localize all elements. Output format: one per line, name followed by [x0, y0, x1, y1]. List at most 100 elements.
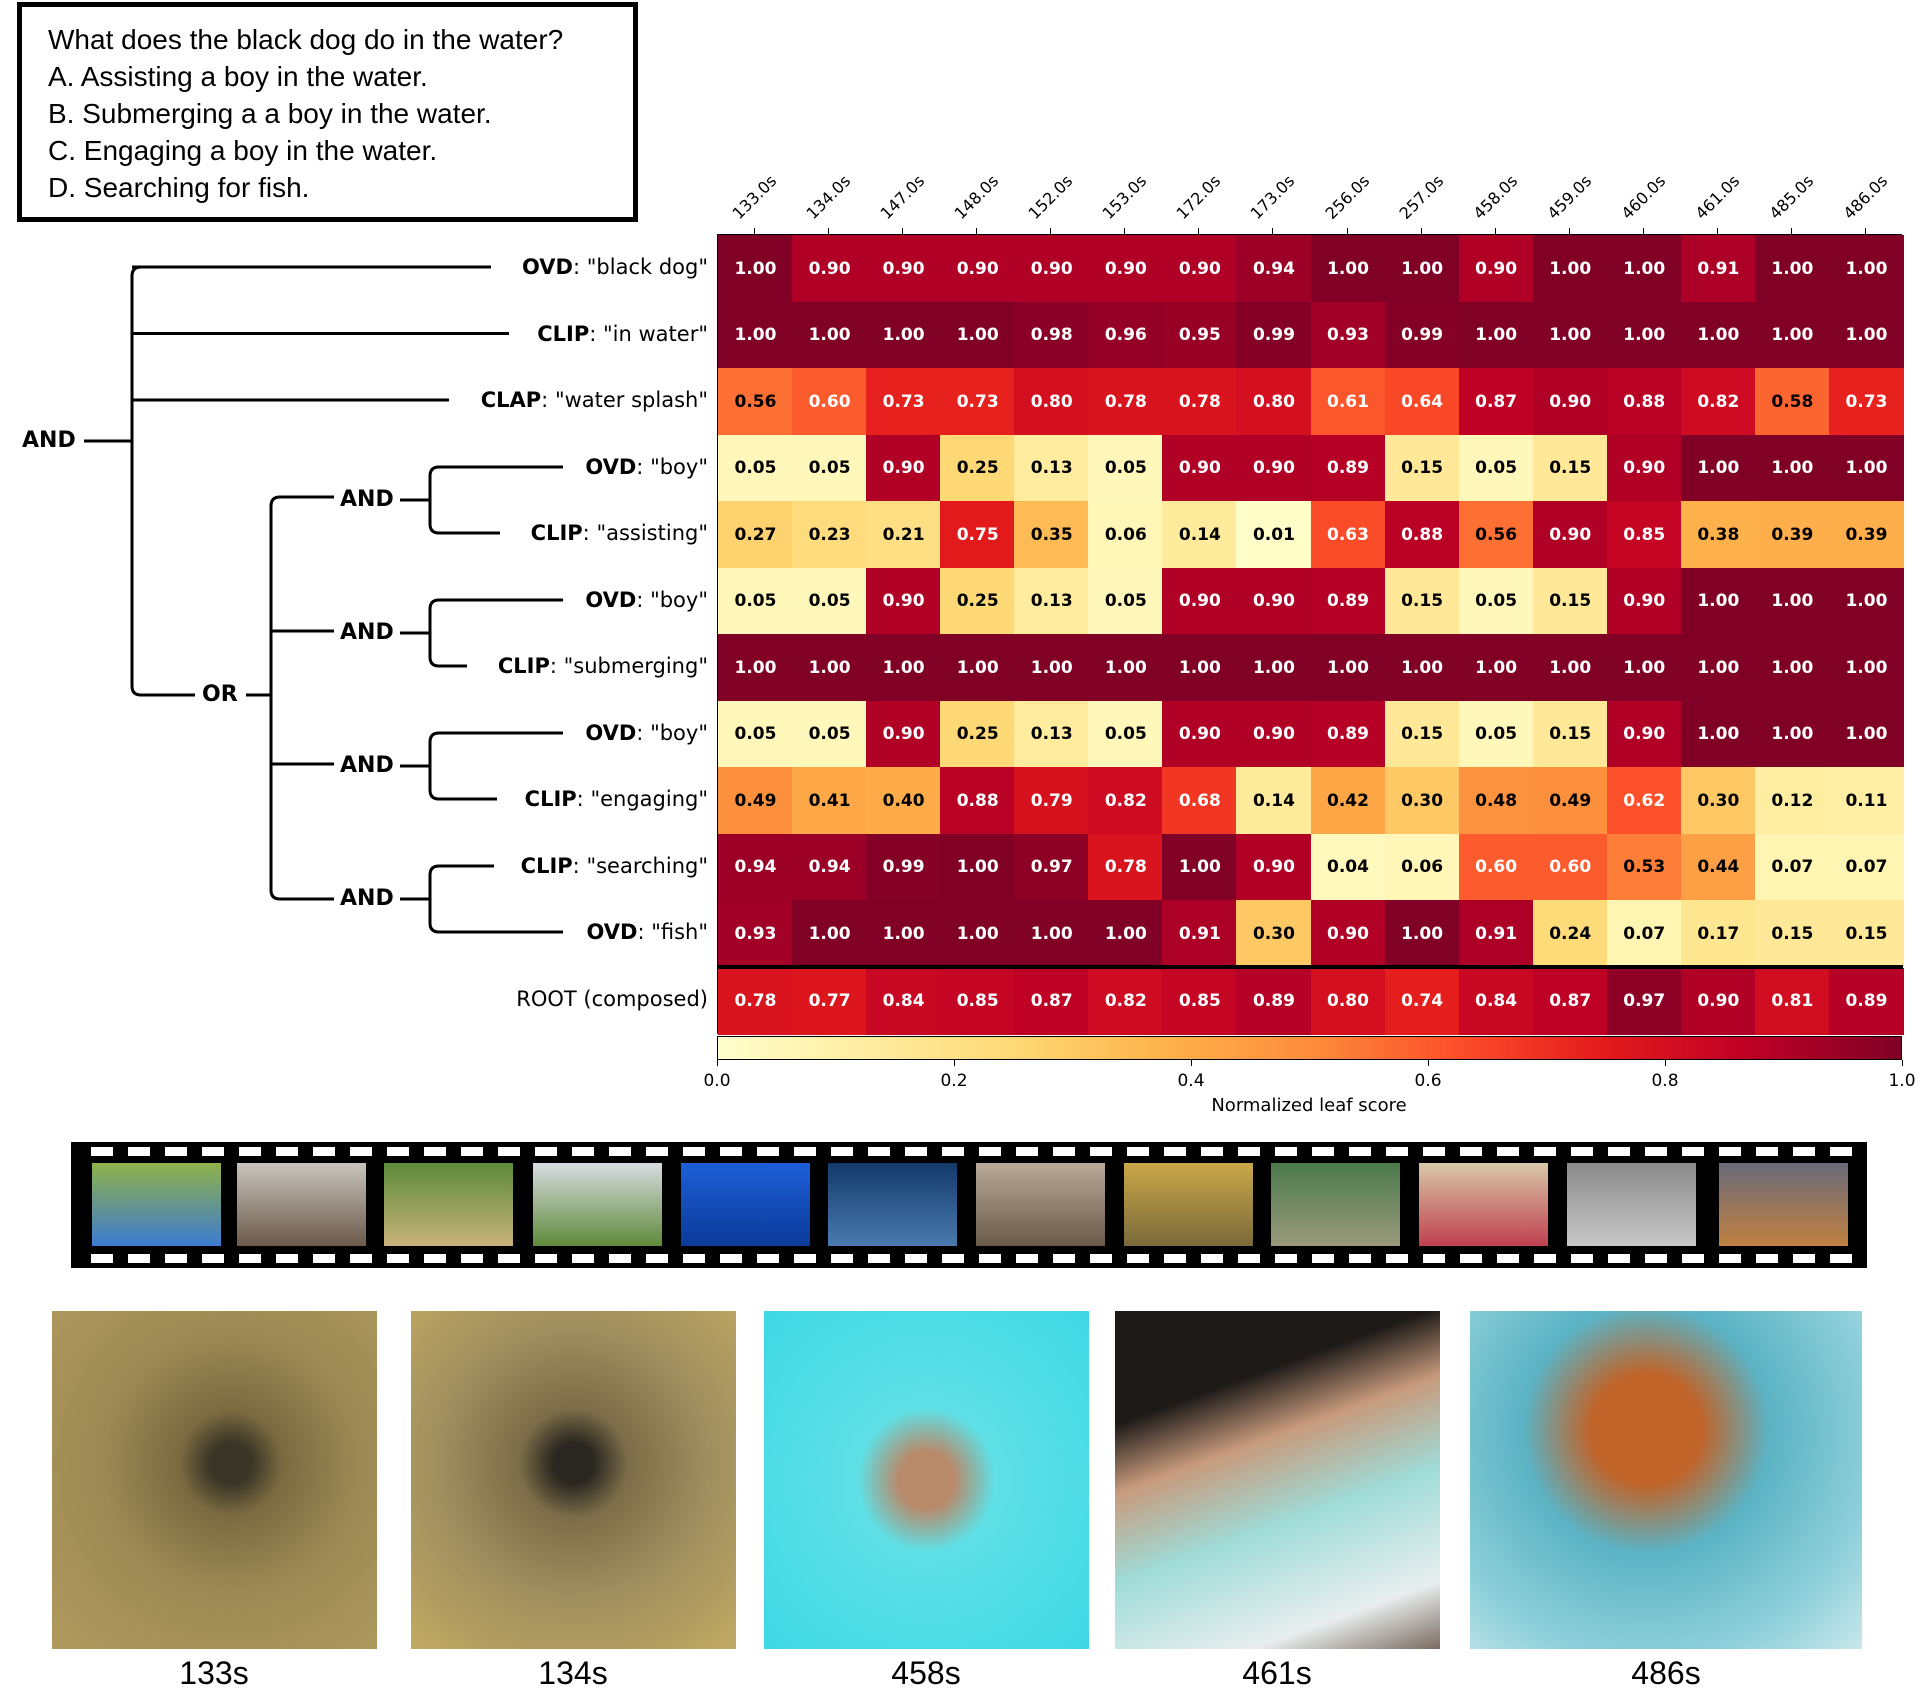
sprocket-hole [461, 1147, 483, 1156]
separator: : [572, 255, 587, 280]
heatmap-cell: 1.00 [1680, 634, 1756, 701]
sprocket-hole [1571, 1254, 1593, 1263]
heatmap-cell: 0.82 [1680, 368, 1756, 435]
heatmap-cell: 0.58 [1754, 368, 1830, 435]
column-tick [1568, 228, 1570, 234]
heatmap-cell: 0.05 [1458, 434, 1534, 502]
column-label: 173.0s [1247, 171, 1299, 223]
heatmap-cell: 0.30 [1236, 900, 1312, 967]
heatmap-cell: 0.15 [1828, 900, 1904, 967]
query-text: "boy" [650, 720, 708, 745]
column-label: 485.0s [1765, 171, 1818, 223]
heatmap-cell: 1.00 [1680, 567, 1756, 635]
heatmap-cell: 0.78 [1162, 368, 1238, 435]
heatmap-cell: 1.00 [1088, 900, 1164, 967]
heatmap-cell: 0.15 [1532, 434, 1608, 502]
heatmap-cell: 0.07 [1754, 833, 1830, 901]
filmstrip-frame [681, 1163, 810, 1246]
heatmap-cell: 0.15 [1754, 900, 1830, 967]
sprocket-hole [1460, 1147, 1482, 1156]
heatmap-cell: 0.05 [718, 567, 793, 635]
model-name: OVD [522, 255, 573, 280]
keyframe-458s-image [764, 1311, 1089, 1649]
heatmap-cell: 0.90 [1680, 967, 1756, 1035]
root-separator [718, 964, 1903, 969]
heatmap-cell: 0.14 [1236, 767, 1312, 834]
column-tick [754, 228, 756, 234]
heatmap-cell: 0.17 [1680, 900, 1756, 967]
heatmap-cell: 0.38 [1680, 501, 1756, 568]
keyframe-461s-image [1115, 1311, 1440, 1649]
heatmap-cell: 0.90 [1606, 567, 1682, 635]
sprocket-hole [720, 1254, 742, 1263]
column-tick [1790, 228, 1792, 234]
query-text: "submerging" [563, 654, 708, 679]
heatmap-cell: 0.05 [1088, 700, 1164, 768]
row-label: CLIP: "submerging" [498, 651, 708, 681]
row-label: OVD: "boy" [585, 452, 708, 482]
heatmap-cell: 1.00 [940, 900, 1016, 967]
heatmap-cell: 0.05 [718, 434, 793, 502]
heatmap-cell: 0.87 [1014, 967, 1090, 1035]
sprocket-hole [609, 1147, 631, 1156]
keyframe-label: 458s [891, 1655, 961, 1691]
column-tick [976, 228, 978, 234]
heatmap-cell: 0.90 [1236, 567, 1312, 635]
column-label: 461.0s [1691, 171, 1744, 223]
sprocket-hole [794, 1147, 816, 1156]
sprocket-hole [1127, 1254, 1149, 1263]
heatmap-cell: 1.00 [1310, 634, 1386, 701]
heatmap-cell: 0.99 [866, 833, 942, 901]
sprocket-hole [1090, 1147, 1112, 1156]
sprocket-hole [1275, 1147, 1297, 1156]
sprocket-hole [387, 1254, 409, 1263]
sprocket-hole [1127, 1147, 1149, 1156]
sprocket-hole [609, 1254, 631, 1263]
heatmap-cell: 1.00 [1532, 634, 1608, 701]
heatmap-cell: 1.00 [1014, 900, 1090, 967]
row-label: OVD: "fish" [586, 917, 708, 947]
model-name: CLIP [537, 321, 590, 346]
heatmap-cell: 0.89 [1310, 700, 1386, 768]
sprocket-hole [239, 1254, 261, 1263]
sprocket-hole [1682, 1254, 1704, 1263]
sprocket-hole [683, 1254, 705, 1263]
row-label: CLAP: "water splash" [481, 385, 708, 415]
heatmap-cell: 0.91 [1458, 900, 1534, 967]
row-label: OVD: "boy" [585, 718, 708, 748]
heatmap-cell: 0.05 [1088, 567, 1164, 635]
query-text: "boy" [650, 587, 708, 612]
model-name: CLIP [497, 654, 550, 679]
colorbar-tick-label: 0.4 [1177, 1071, 1205, 1091]
heatmap-cell: 0.77 [792, 967, 868, 1035]
heatmap-cell: 0.15 [1384, 434, 1460, 502]
heatmap-cell: 0.73 [1828, 368, 1904, 435]
heatmap-cell: 0.90 [1532, 501, 1608, 568]
heatmap-cell: 0.13 [1014, 700, 1090, 768]
sprocket-hole [1571, 1147, 1593, 1156]
colorbar-tick-mark [1902, 1060, 1903, 1066]
heatmap-cell: 0.81 [1754, 967, 1830, 1035]
column-label: 152.0s [1024, 171, 1077, 223]
query-text: "engaging" [590, 787, 708, 812]
heatmap-cell: 0.90 [1088, 235, 1164, 302]
heatmap-cell: 0.15 [1384, 700, 1460, 768]
sprocket-hole [720, 1147, 742, 1156]
heatmap-cell: 0.87 [1458, 368, 1534, 435]
heatmap-cell: 0.30 [1384, 767, 1460, 834]
sprocket-hole [905, 1254, 927, 1263]
separator: : [572, 853, 587, 878]
sprocket-hole [1608, 1254, 1630, 1263]
heatmap-cell: 1.00 [866, 301, 942, 369]
sprocket-hole [1016, 1254, 1038, 1263]
sprocket-hole [1275, 1254, 1297, 1263]
heatmap-cell: 0.05 [1458, 700, 1534, 768]
heatmap-cell: 0.80 [1236, 368, 1312, 435]
filmstrip-frame [384, 1163, 513, 1246]
heatmap-cell: 0.15 [1532, 700, 1608, 768]
separator: : [541, 388, 555, 413]
heatmap-cell: 0.13 [1014, 567, 1090, 635]
filmstrip [71, 1142, 1867, 1268]
model-name: OVD [585, 587, 637, 612]
sprocket-hole [1534, 1254, 1556, 1263]
